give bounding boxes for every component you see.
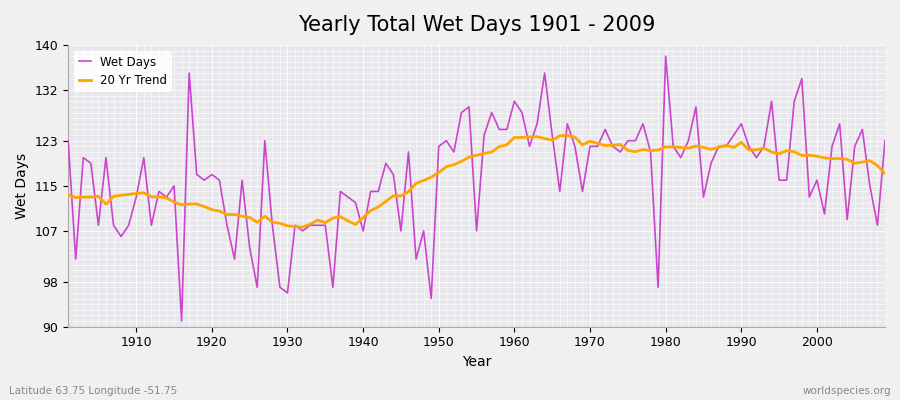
Text: worldspecies.org: worldspecies.org — [803, 386, 891, 396]
Wet Days — [63, 138, 74, 143]
20 Yr Trend — [343, 218, 354, 223]
Wet Days — [879, 138, 890, 143]
20 Yr Trend — [517, 135, 527, 140]
Text: Latitude 63.75 Longitude -51.75: Latitude 63.75 Longitude -51.75 — [9, 386, 177, 396]
20 Yr Trend — [615, 142, 626, 147]
Legend: Wet Days, 20 Yr Trend: Wet Days, 20 Yr Trend — [74, 51, 172, 92]
20 Yr Trend — [297, 225, 308, 230]
20 Yr Trend — [509, 135, 520, 140]
Wet Days — [297, 228, 308, 233]
Wet Days — [517, 110, 527, 115]
Wet Days — [176, 319, 187, 324]
Line: 20 Yr Trend: 20 Yr Trend — [68, 135, 885, 227]
20 Yr Trend — [879, 171, 890, 176]
Wet Days — [123, 223, 134, 228]
Wet Days — [608, 144, 618, 149]
20 Yr Trend — [123, 192, 134, 197]
20 Yr Trend — [290, 224, 301, 229]
Y-axis label: Wet Days: Wet Days — [15, 153, 29, 219]
Wet Days — [509, 99, 520, 104]
Wet Days — [343, 195, 354, 200]
20 Yr Trend — [63, 193, 74, 198]
X-axis label: Year: Year — [462, 355, 491, 369]
20 Yr Trend — [562, 133, 572, 138]
Wet Days — [661, 54, 671, 58]
Title: Yearly Total Wet Days 1901 - 2009: Yearly Total Wet Days 1901 - 2009 — [298, 15, 655, 35]
Line: Wet Days: Wet Days — [68, 56, 885, 321]
